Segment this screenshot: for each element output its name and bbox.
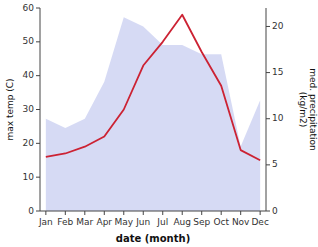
line xyxy=(46,15,260,160)
y-tick-label: 30 xyxy=(23,104,35,114)
y-tick xyxy=(36,41,40,42)
chart-container: 0 10 20 30 40 50 60 0 5 10 15 20 Jan FebMar AprMayJun J… xyxy=(0,0,318,247)
y-axis-label: max temp (C) xyxy=(5,78,15,140)
x-axis-label: date (month) xyxy=(116,233,190,244)
y-tick-label: 60 xyxy=(23,3,35,13)
x-tick-label: Apr xyxy=(97,217,113,227)
x-tick xyxy=(84,211,85,215)
y-tick-label: 40 xyxy=(23,70,35,80)
x-tick xyxy=(123,211,124,215)
x-tick-label: Oct xyxy=(213,217,229,227)
x-tick-label: Jul xyxy=(156,217,168,227)
x-tick xyxy=(162,211,163,215)
y2-tick-label: 20 xyxy=(272,21,284,31)
y-tick-label: 10 xyxy=(23,172,35,182)
y-tick-label: 20 xyxy=(23,138,35,148)
chart: 0 10 20 30 40 50 60 0 5 10 15 20 Jan FebMar AprMayJun J… xyxy=(0,0,318,247)
x-tick-label: Jan xyxy=(38,217,53,227)
x-tick xyxy=(260,211,261,215)
y-tick xyxy=(36,8,40,9)
y2-axis-line xyxy=(266,8,267,211)
x-tick-label: Sep xyxy=(193,217,210,227)
y2-tick-label: 10 xyxy=(272,113,284,123)
x-axis-line xyxy=(40,211,266,212)
plot-area xyxy=(46,15,260,211)
x-tick-label: Dec xyxy=(251,217,268,227)
y2-tick xyxy=(266,26,270,27)
y2-tick xyxy=(266,118,270,119)
x-tick-label: Aug xyxy=(173,217,191,227)
y2-tick xyxy=(266,164,270,165)
y-tick xyxy=(36,211,40,212)
x-tick xyxy=(45,211,46,215)
y2-tick-label: 5 xyxy=(272,159,278,169)
y-tick xyxy=(36,143,40,144)
x-tick xyxy=(240,211,241,215)
x-tick-label: May xyxy=(114,217,133,227)
x-tick-label: Nov xyxy=(232,217,250,227)
y2-tick xyxy=(266,72,270,73)
y2-axis-label-line: (kg/m2) xyxy=(298,92,308,127)
y-tick xyxy=(36,177,40,178)
y2-tick-label: 15 xyxy=(272,67,283,77)
area xyxy=(46,17,260,211)
y-tick-label: 50 xyxy=(23,36,35,46)
y-tick xyxy=(36,109,40,110)
y2-axis-label-line: med. precipitation xyxy=(308,68,318,150)
x-tick xyxy=(221,211,222,215)
x-tick xyxy=(201,211,202,215)
y2-axis-label: med. precipitation(kg/m2) xyxy=(298,68,318,150)
x-tick-label: Mar xyxy=(76,217,93,227)
y2-tick-label: 0 xyxy=(272,206,278,216)
y2-tick xyxy=(266,211,270,212)
x-tick-label: Jun xyxy=(135,217,150,227)
x-tick xyxy=(143,211,144,215)
x-tick xyxy=(104,211,105,215)
y-tick-label: 0 xyxy=(28,206,34,216)
y-tick xyxy=(36,75,40,76)
x-tick xyxy=(65,211,66,215)
x-tick-label: Feb xyxy=(57,217,73,227)
x-tick xyxy=(182,211,183,215)
